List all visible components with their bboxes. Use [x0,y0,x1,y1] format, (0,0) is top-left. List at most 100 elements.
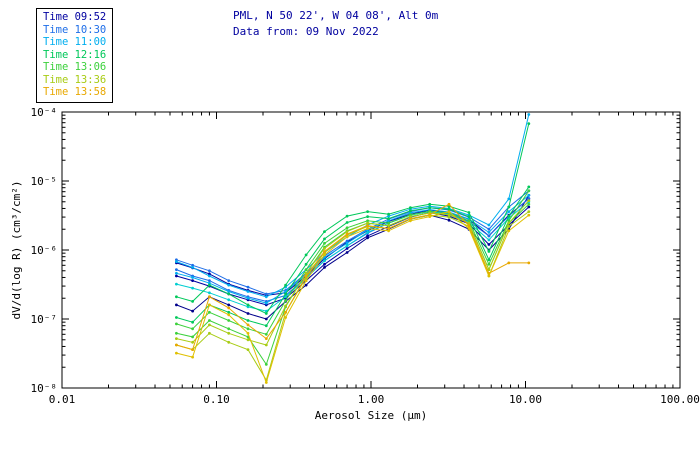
data-point [366,231,369,234]
data-point [227,306,231,310]
data-point [264,301,268,305]
data-point [527,197,531,200]
data-point [175,322,178,326]
data-point [467,219,471,223]
series-group [175,113,531,385]
data-point [227,292,231,296]
data-point [323,237,326,241]
data-point [467,227,471,230]
legend-item: Time 11:00 [43,36,107,48]
data-point [323,250,326,253]
chart-title-block: PML, N 50 22', W 04 08', Alt 0m Data fro… [233,8,438,40]
data-point [387,227,390,230]
data-point [264,381,268,384]
data-point [284,304,287,308]
data-point [387,219,390,223]
plot-frame [61,111,681,389]
data-point [527,210,531,214]
data-point [246,312,250,315]
data-point [447,213,451,217]
data-point [227,313,231,317]
x-tick-label: 1.00 [358,393,385,406]
data-point [447,207,451,211]
data-point [345,239,349,243]
data-point [191,309,195,313]
data-point [208,272,211,276]
data-point [527,193,531,197]
data-point [304,262,308,266]
data-point [175,295,178,299]
data-point [447,210,451,214]
data-point [527,113,531,116]
data-point [191,263,195,267]
data-point [409,219,412,223]
data-point [208,279,211,282]
data-point [191,327,195,331]
data-point [487,243,491,246]
data-point [447,218,451,222]
data-point [227,327,231,331]
data-point [246,323,250,327]
series-line [176,200,530,346]
data-point [428,206,432,210]
data-point [366,227,369,230]
data-point [487,250,491,253]
data-point [175,268,178,271]
data-point [467,215,471,219]
data-point [264,343,268,347]
data-point [246,296,250,300]
data-point [487,223,491,227]
data-point [191,355,195,359]
data-point [507,214,511,218]
y-tick-label: 10⁻⁷ [31,313,58,326]
data-point [208,303,211,307]
data-point [227,310,231,314]
data-point [175,316,178,319]
data-point [208,310,211,314]
data-point [487,234,491,238]
data-point [264,332,268,336]
data-point [507,221,511,225]
data-point [366,215,369,219]
data-point [527,122,531,125]
data-point [467,221,471,225]
data-point [409,217,412,221]
x-tick-label: 100.00 [660,393,700,406]
data-point [304,279,308,282]
data-point [191,320,195,324]
data-point [227,340,231,344]
data-point [264,324,268,328]
data-point [175,260,178,263]
data-point [304,253,308,257]
data-point [208,291,211,295]
data-point [191,266,195,269]
data-point [175,343,178,347]
y-tick-label: 10⁻⁴ [31,106,58,119]
data-point [447,215,451,219]
y-tick-label: 10⁻⁶ [31,244,58,257]
x-tick-label: 0.01 [49,393,76,406]
data-point [507,205,511,209]
data-point [175,337,178,340]
data-point [527,185,531,189]
data-point [527,189,531,193]
data-point [175,351,178,355]
data-point [345,232,349,236]
data-point [264,363,268,366]
legend-item: Time 09:52 [43,11,107,23]
chart-subtitle: Data from: 09 Nov 2022 [233,25,379,38]
data-point [264,317,268,321]
data-point [345,230,349,234]
data-point [527,202,531,206]
data-point [227,303,231,307]
series-line [176,114,530,298]
data-point [387,217,390,221]
x-tick-label: 0.10 [203,393,230,406]
data-point [527,261,531,265]
data-point [246,319,250,322]
data-point [284,299,287,302]
data-point [507,261,511,265]
data-point [467,211,471,214]
data-point [304,274,308,278]
